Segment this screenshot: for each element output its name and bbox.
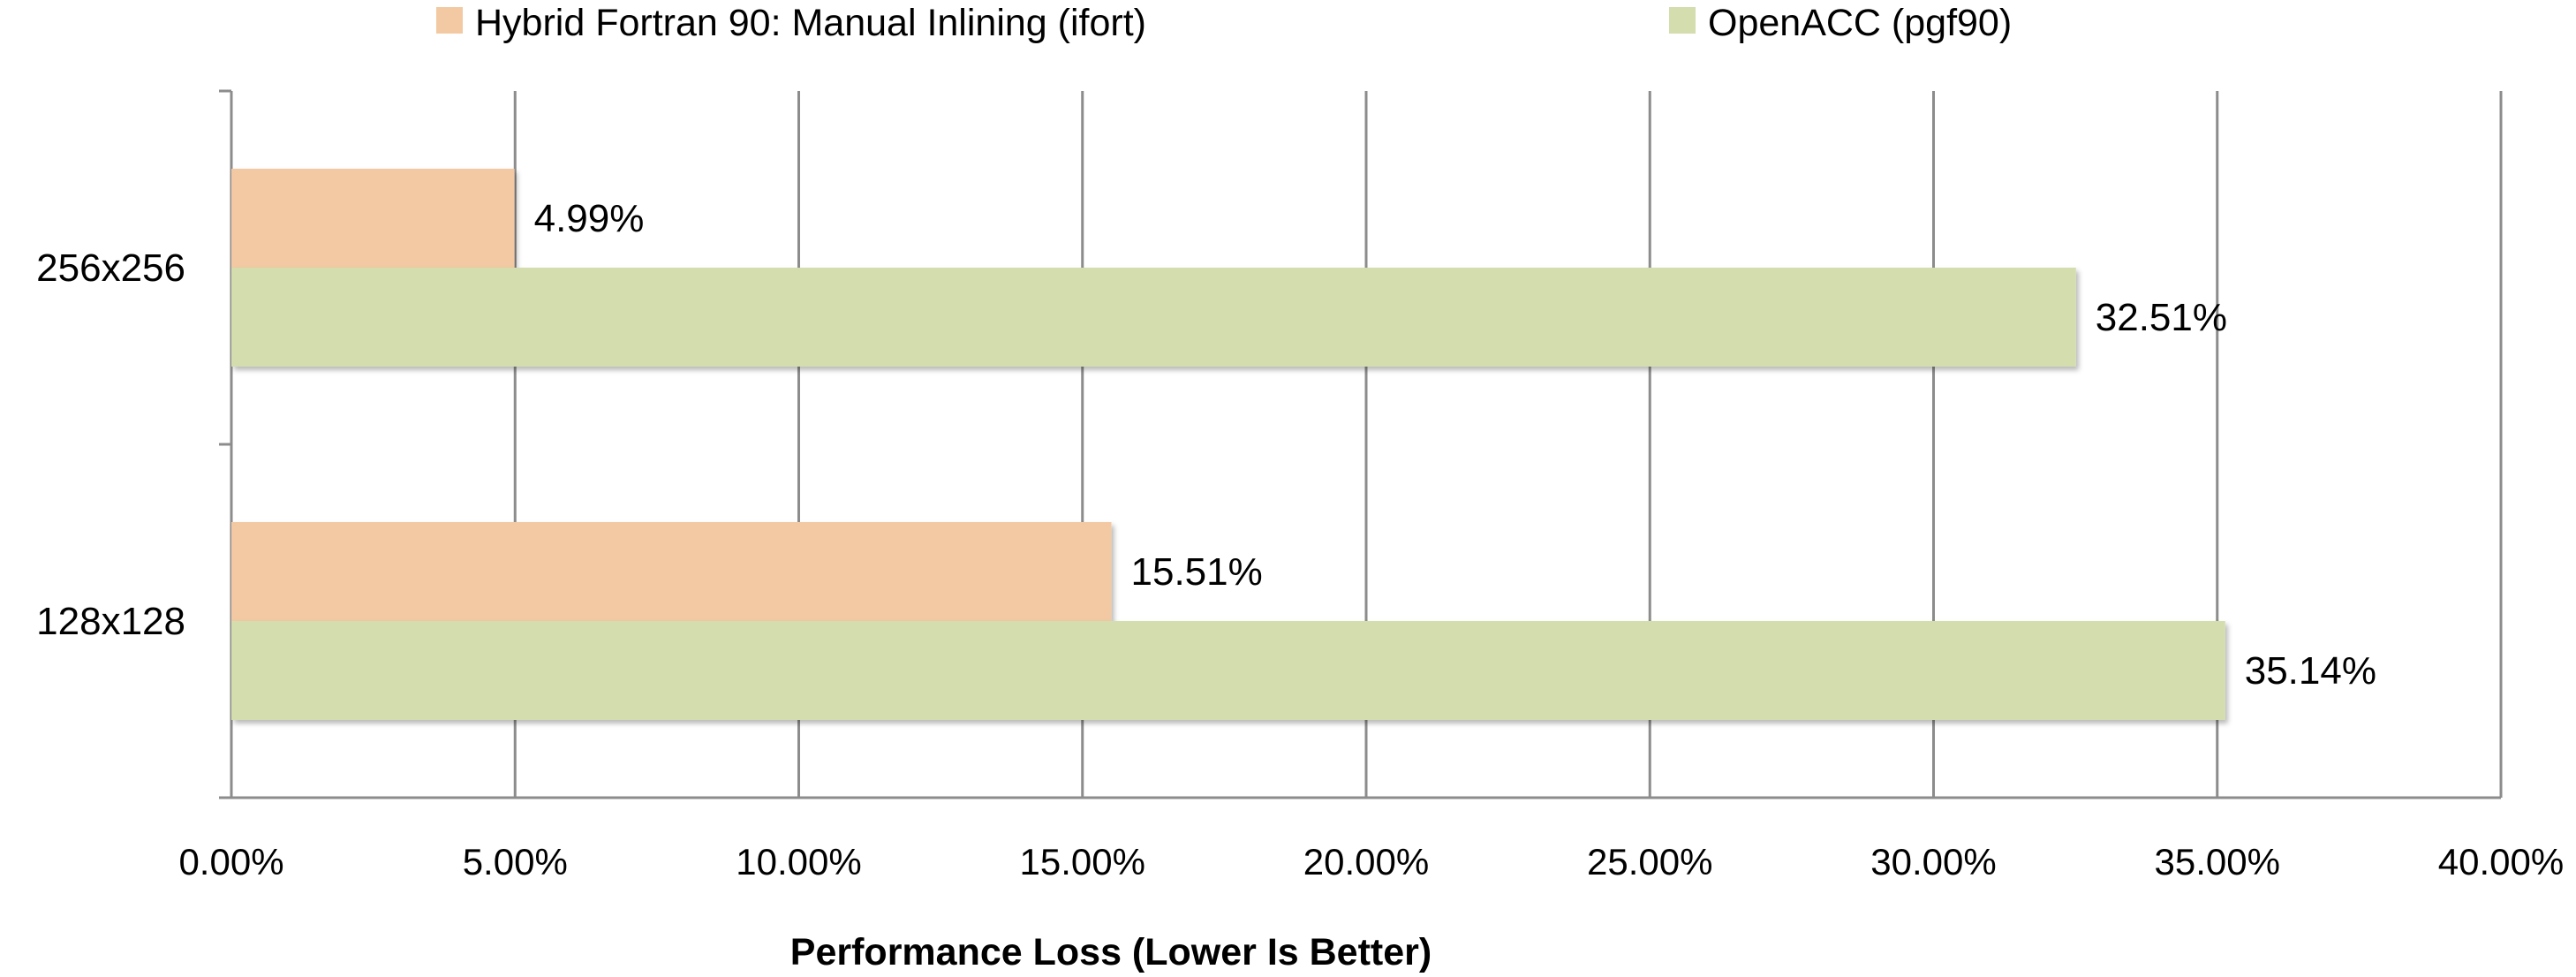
bar-openacc-256x256	[231, 268, 2076, 367]
x-tick-label: 5.00%	[463, 841, 568, 882]
legend: Hybrid Fortran 90: Manual Inlining (ifor…	[436, 2, 2012, 44]
category-label: 256x256	[36, 246, 185, 290]
x-tick-label: 10.00%	[736, 841, 861, 882]
x-tick-label: 40.00%	[2438, 841, 2564, 882]
data-label: 35.14%	[2245, 649, 2376, 693]
legend-label: Hybrid Fortran 90: Manual Inlining (ifor…	[475, 2, 1146, 44]
x-tick-label: 35.00%	[2155, 841, 2280, 882]
x-tick-labels: 0.00% 5.00% 10.00% 15.00% 20.00% 25.00% 30.00%…	[178, 841, 2564, 882]
gridlines	[513, 91, 2503, 798]
legend-swatch	[1669, 7, 1696, 34]
bars	[231, 169, 2225, 720]
bar-hybrid-fortran-128x128	[231, 522, 1112, 621]
x-tick-label: 20.00%	[1303, 841, 1429, 882]
data-labels: 4.99% 32.51% 15.51% 35.14%	[534, 197, 2376, 693]
x-tick-label: 15.00%	[1020, 841, 1145, 882]
category-labels: 256x256 128x128	[36, 246, 185, 643]
data-label: 15.51%	[1131, 550, 1263, 594]
legend-label: OpenACC (pgf90)	[1708, 2, 2012, 44]
legend-swatch	[436, 7, 463, 34]
data-label: 4.99%	[534, 197, 645, 240]
category-label: 128x128	[36, 600, 185, 643]
bar-hybrid-fortran-256x256	[231, 169, 515, 268]
x-tick-label: 0.00%	[178, 841, 283, 882]
data-label: 32.51%	[2096, 296, 2227, 339]
x-axis-title: Performance Loss (Lower Is Better)	[790, 931, 1432, 973]
x-tick-label: 25.00%	[1587, 841, 1712, 882]
bar-openacc-128x128	[231, 621, 2225, 720]
x-tick-label: 30.00%	[1870, 841, 1996, 882]
